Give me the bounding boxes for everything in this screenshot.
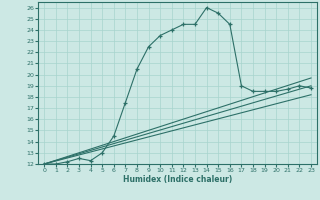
X-axis label: Humidex (Indice chaleur): Humidex (Indice chaleur) bbox=[123, 175, 232, 184]
